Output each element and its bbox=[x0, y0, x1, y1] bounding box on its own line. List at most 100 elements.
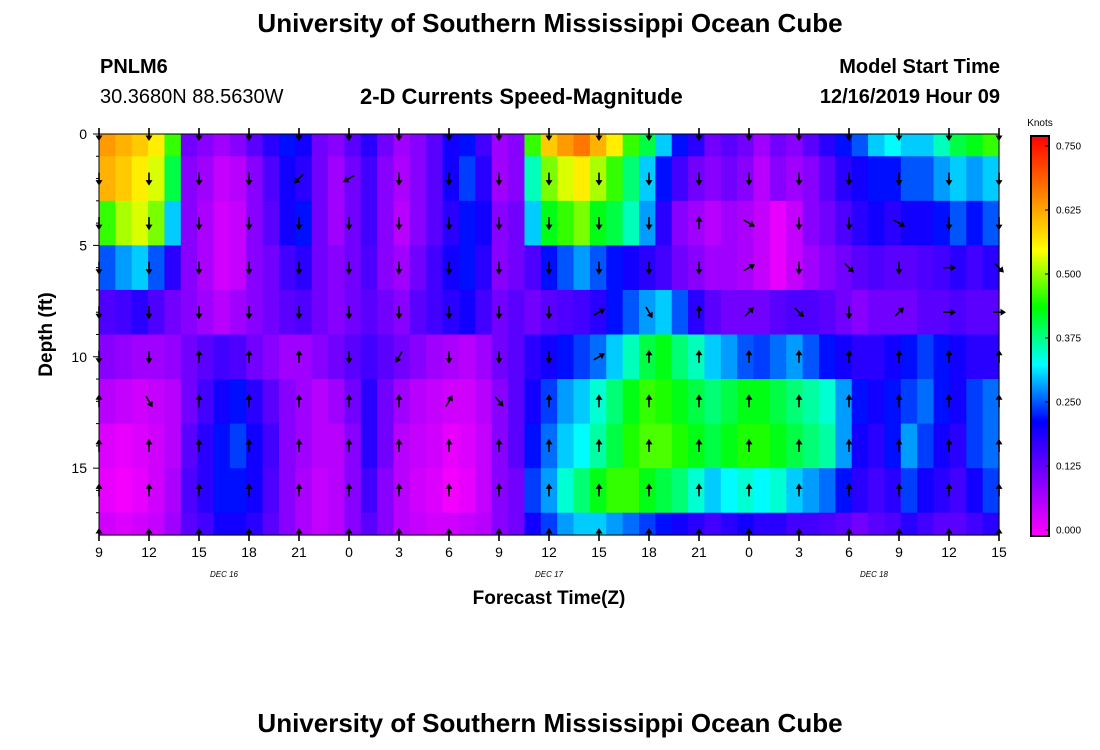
heatmap-cell bbox=[197, 468, 215, 514]
heatmap-cell bbox=[802, 134, 820, 157]
heatmap-cell bbox=[393, 379, 411, 425]
heatmap-cell bbox=[180, 423, 198, 469]
current-vector-arrow bbox=[845, 217, 853, 231]
heatmap-cell bbox=[164, 334, 182, 380]
current-vector-arrow bbox=[845, 483, 853, 497]
heatmap-cell bbox=[344, 468, 362, 514]
heatmap-cell bbox=[99, 156, 116, 202]
heatmap-cell bbox=[704, 379, 722, 425]
heatmap-cell bbox=[409, 134, 427, 157]
model-start-label: Model Start Time bbox=[839, 56, 1000, 78]
heatmap-cell bbox=[622, 468, 640, 514]
heatmap-cell bbox=[540, 512, 558, 536]
current-vector-arrow bbox=[245, 217, 253, 231]
current-vector-arrow bbox=[445, 172, 453, 186]
heatmap-cell bbox=[360, 134, 378, 157]
heatmap-cell bbox=[753, 379, 771, 425]
heatmap-cell bbox=[917, 334, 935, 380]
heatmap-cell bbox=[769, 379, 787, 425]
current-vector-arrow bbox=[795, 261, 803, 275]
current-vector-arrow bbox=[345, 217, 353, 231]
heatmap-cell bbox=[262, 245, 280, 291]
heatmap-cell bbox=[246, 423, 264, 469]
heatmap-cell bbox=[409, 379, 427, 425]
heatmap-cell bbox=[949, 134, 967, 157]
current-vector-arrow bbox=[545, 483, 553, 497]
heatmap-cell bbox=[229, 423, 247, 469]
heatmap-cell bbox=[393, 423, 411, 469]
heatmap-cell bbox=[606, 334, 624, 380]
heatmap-cell bbox=[180, 379, 198, 425]
current-vector-arrow bbox=[345, 438, 353, 452]
heatmap-cell bbox=[884, 334, 902, 380]
heatmap-cell bbox=[753, 423, 771, 469]
heatmap-cell bbox=[655, 468, 673, 514]
heatmap-cell bbox=[688, 468, 706, 514]
current-vector-arrow bbox=[495, 172, 503, 186]
heatmap-cell bbox=[655, 423, 673, 469]
heatmap-cell bbox=[131, 512, 149, 536]
heatmap-cell bbox=[491, 423, 509, 469]
heatmap-cell bbox=[688, 512, 706, 536]
heatmap-cell bbox=[753, 200, 771, 246]
current-vector-arrow bbox=[545, 394, 553, 408]
current-vector-arrow bbox=[195, 438, 203, 452]
heatmap-cell bbox=[868, 245, 886, 291]
current-vector-arrow bbox=[745, 349, 753, 363]
heatmap-cell bbox=[393, 134, 411, 157]
current-vector-arrow bbox=[645, 261, 653, 275]
colorbar: Knots 0.750 0.625 0.500 0.375 0.250 0.125 0.000 bbox=[1027, 118, 1081, 537]
heatmap-cell bbox=[933, 134, 951, 157]
heatmap-cell bbox=[262, 134, 280, 157]
heatmap-cell bbox=[884, 134, 902, 157]
heatmap-cell bbox=[868, 334, 886, 380]
footer-title: University of Southern Mississippi Ocean… bbox=[257, 708, 843, 738]
heatmap-cell bbox=[933, 379, 951, 425]
current-vector-arrow bbox=[695, 128, 703, 141]
heatmap-cell bbox=[753, 245, 771, 291]
heatmap-cell bbox=[966, 468, 984, 514]
heatmap-cell bbox=[802, 512, 820, 536]
current-vector-arrow bbox=[295, 394, 303, 408]
heatmap-cell bbox=[262, 468, 280, 514]
heatmap-cell bbox=[557, 512, 575, 536]
heatmap-cell bbox=[491, 468, 509, 514]
heatmap-cell bbox=[131, 334, 149, 380]
heatmap-cell bbox=[868, 512, 886, 536]
heatmap-cell bbox=[900, 334, 918, 380]
heatmap-cell bbox=[459, 156, 476, 202]
heatmap-cell bbox=[671, 334, 689, 380]
heatmap-cell bbox=[966, 156, 984, 202]
heatmap-cell bbox=[99, 334, 116, 380]
heatmap-cell bbox=[180, 334, 198, 380]
heatmap-cell bbox=[737, 134, 755, 157]
heatmap-cell bbox=[328, 245, 346, 291]
heatmap-cell bbox=[786, 423, 804, 469]
heatmap-cell bbox=[933, 245, 951, 291]
heatmap-cell bbox=[720, 289, 738, 336]
heatmap-cell bbox=[786, 245, 804, 291]
heatmap-cell bbox=[786, 289, 804, 336]
heatmap-cell bbox=[655, 289, 673, 336]
heatmap-cell bbox=[606, 134, 624, 157]
heatmap-cell bbox=[229, 200, 247, 246]
heatmap-cell bbox=[884, 200, 902, 246]
heatmap-cell bbox=[409, 245, 427, 291]
heatmap-cell bbox=[229, 512, 247, 536]
heatmap-cell bbox=[344, 334, 362, 380]
heatmap-cell bbox=[442, 423, 460, 469]
heatmap-cell bbox=[982, 245, 1000, 291]
heatmap-cell bbox=[606, 156, 624, 202]
heatmap-cell bbox=[180, 245, 198, 291]
heatmap-cell bbox=[148, 468, 166, 514]
heatmap-cell bbox=[377, 423, 395, 469]
heatmap-cell bbox=[344, 156, 362, 202]
current-vector-arrow bbox=[795, 438, 803, 452]
current-vector-arrow bbox=[895, 172, 903, 186]
heatmap-cell bbox=[475, 156, 493, 202]
heatmap-cell bbox=[246, 379, 264, 425]
current-vector-arrow bbox=[945, 172, 953, 186]
current-vector-arrow bbox=[645, 438, 653, 452]
x-tick-label: 12 bbox=[141, 544, 157, 560]
current-vector-arrow bbox=[395, 217, 403, 231]
